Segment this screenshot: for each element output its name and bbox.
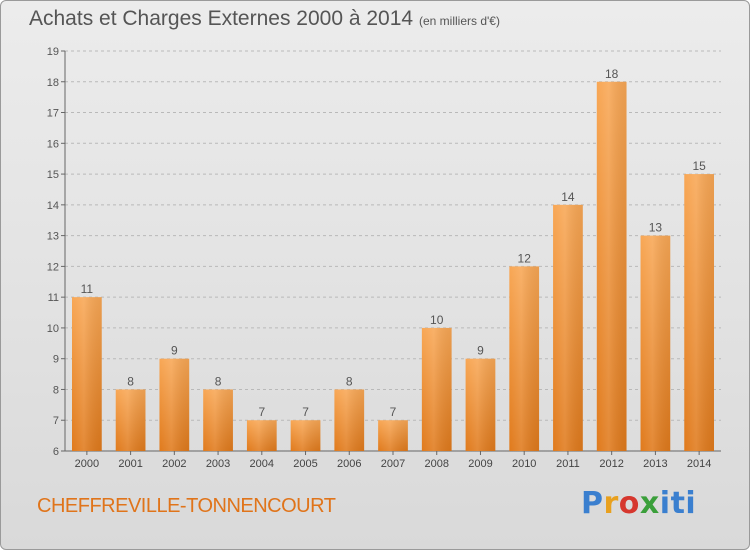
y-tick-label: 18 bbox=[47, 77, 59, 89]
x-tick-label: 2013 bbox=[643, 458, 667, 470]
bar-shade bbox=[334, 389, 365, 451]
data-label: 8 bbox=[127, 374, 134, 388]
data-label: 18 bbox=[605, 67, 619, 81]
bar-shade bbox=[421, 327, 452, 451]
y-tick-label: 8 bbox=[53, 384, 59, 396]
x-tick-label: 2002 bbox=[162, 458, 186, 470]
bar-shade bbox=[596, 81, 627, 452]
x-tick-label: 2003 bbox=[206, 458, 230, 470]
chart-unit: (en milliers d'€) bbox=[419, 14, 500, 28]
x-tick-label: 2012 bbox=[599, 458, 623, 470]
data-label: 7 bbox=[390, 405, 397, 419]
y-tick-label: 15 bbox=[47, 169, 59, 181]
data-label: 15 bbox=[692, 159, 706, 173]
data-label: 8 bbox=[346, 374, 353, 388]
bar-shade bbox=[290, 420, 321, 451]
bar-shade bbox=[378, 420, 408, 451]
bar-shade bbox=[159, 358, 190, 451]
data-label: 11 bbox=[81, 282, 94, 296]
y-tick-label: 12 bbox=[47, 261, 59, 273]
y-tick-label: 11 bbox=[48, 292, 59, 304]
y-tick-label: 10 bbox=[47, 323, 59, 335]
data-label: 7 bbox=[258, 405, 265, 419]
chart-title: Achats et Charges Externes 2000 à 2014 bbox=[29, 7, 414, 30]
x-tick-label: 2000 bbox=[75, 458, 99, 470]
x-tick-label: 2010 bbox=[512, 458, 536, 470]
data-label: 12 bbox=[518, 251, 532, 265]
bar-shade bbox=[465, 358, 496, 451]
y-tick-label: 16 bbox=[47, 138, 59, 150]
bar-shade bbox=[71, 297, 102, 451]
data-label: 13 bbox=[649, 221, 663, 235]
bar-shade bbox=[553, 204, 583, 451]
y-tick-label: 9 bbox=[53, 354, 59, 366]
y-tick-label: 17 bbox=[47, 108, 59, 120]
bar-shade bbox=[684, 174, 715, 452]
bar-shade bbox=[640, 235, 671, 451]
proxiti-logo: Proxiti bbox=[581, 486, 697, 521]
x-tick-label: 2001 bbox=[118, 458, 142, 470]
y-tick-label: 13 bbox=[47, 231, 59, 243]
x-tick-label: 2006 bbox=[337, 458, 361, 470]
data-label: 14 bbox=[561, 190, 575, 204]
x-tick-label: 2009 bbox=[468, 458, 492, 470]
commune-name: CHEFFREVILLE-TONNENCOURT bbox=[37, 495, 336, 517]
x-tick-label: 2014 bbox=[687, 458, 711, 470]
x-tick-label: 2008 bbox=[424, 458, 448, 470]
y-tick-label: 6 bbox=[53, 446, 59, 458]
y-tick-label: 7 bbox=[53, 415, 59, 427]
data-label: 9 bbox=[171, 344, 178, 358]
data-label: 7 bbox=[302, 405, 309, 419]
x-tick-label: 2004 bbox=[250, 458, 274, 470]
bar-shade bbox=[246, 420, 277, 451]
data-label: 8 bbox=[215, 374, 222, 388]
data-label: 9 bbox=[477, 344, 484, 358]
bar-shade bbox=[115, 389, 146, 451]
x-tick-label: 2011 bbox=[556, 458, 580, 470]
bar-shade bbox=[509, 266, 540, 451]
x-tick-label: 2005 bbox=[293, 458, 317, 470]
data-label: 10 bbox=[430, 313, 444, 327]
y-tick-label: 19 bbox=[47, 46, 59, 58]
x-tick-label: 2007 bbox=[381, 458, 405, 470]
bar-shade bbox=[203, 389, 233, 451]
y-tick-label: 14 bbox=[47, 200, 59, 212]
